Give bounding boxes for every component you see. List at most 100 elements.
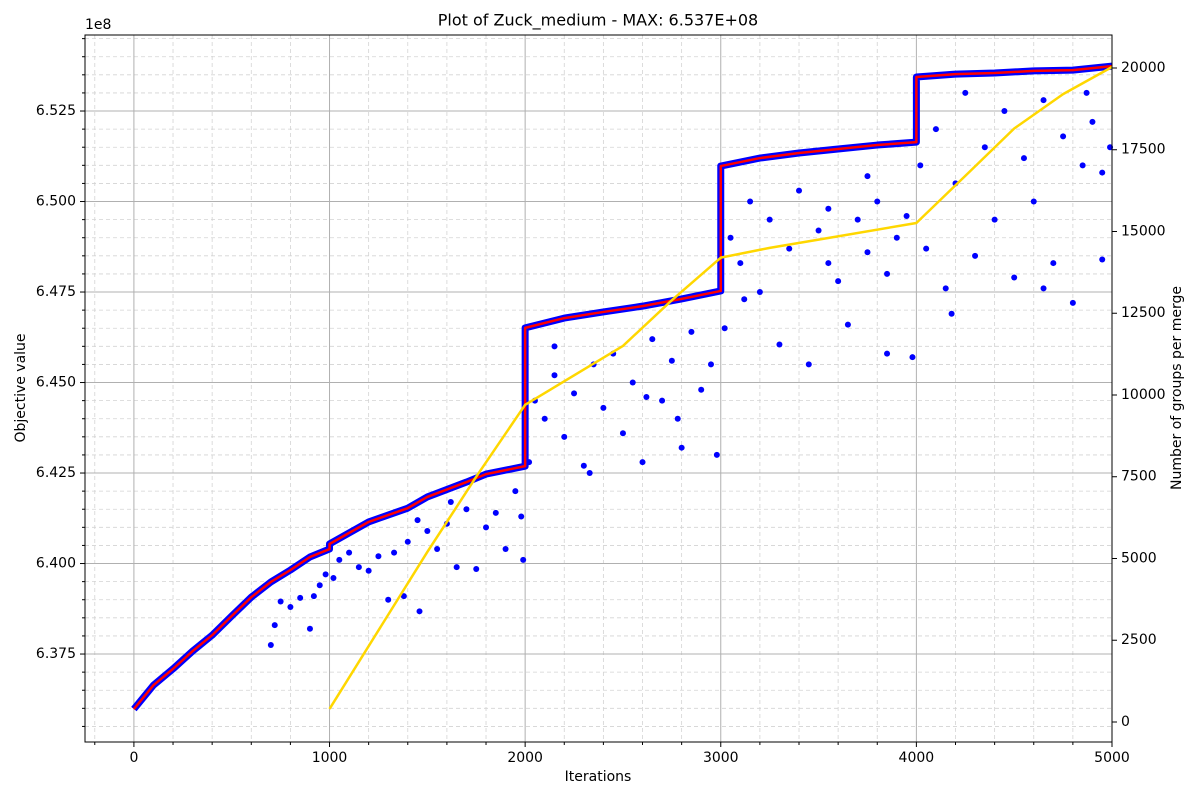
scatter-point [1060, 133, 1067, 140]
scatter-point [541, 415, 548, 422]
scatter-point [756, 289, 763, 296]
scatter-point [884, 350, 891, 357]
scatter-point [737, 260, 744, 267]
scatter-point [365, 567, 372, 574]
scatter-point [786, 245, 793, 252]
scatter-point [267, 641, 274, 648]
scatter-point [835, 278, 842, 285]
scatter-point [649, 336, 656, 343]
y-offset-label: 1e8 [85, 17, 111, 33]
scatter-point [874, 198, 881, 205]
scatter-point [414, 517, 421, 524]
y2-tick-label: 5000 [1121, 550, 1157, 566]
scatter-point [825, 205, 832, 212]
scatter-point [741, 296, 748, 303]
scatter-point [1011, 274, 1018, 281]
x-tick-label: 2000 [507, 750, 543, 766]
scatter-point [473, 565, 480, 572]
x-tick-label: 4000 [899, 750, 935, 766]
scatter-point [424, 527, 431, 534]
scatter-point [721, 325, 728, 332]
scatter-point [287, 603, 294, 610]
scatter-point [917, 162, 924, 169]
scatter-point [864, 173, 871, 180]
scatter-point [346, 549, 353, 556]
y-tick-label: 6.475 [36, 284, 76, 300]
y-tick-label: 6.425 [36, 465, 76, 481]
scatter-point [854, 216, 861, 223]
scatter-point [766, 216, 773, 223]
scatter-point [1050, 260, 1057, 267]
scatter-point [1030, 198, 1037, 205]
scatter-point [962, 89, 969, 96]
scatter-point [903, 213, 910, 220]
y2-tick-label: 2500 [1121, 632, 1157, 648]
y-axis-label: Objective value [13, 333, 29, 442]
plot-frame [84, 34, 1113, 743]
scatter-point [844, 321, 851, 328]
scatter-point [271, 622, 278, 629]
y-tick-label: 6.525 [36, 103, 76, 119]
x-tick-label: 1000 [312, 750, 348, 766]
x-tick-label: 3000 [703, 750, 739, 766]
scatter-point [322, 571, 329, 578]
scatter-point [434, 546, 441, 553]
scatter-point [884, 270, 891, 277]
scatter-point [391, 549, 398, 556]
scatter-point [1069, 299, 1076, 306]
scatter-point [580, 462, 587, 469]
y2-tick-label: 10000 [1121, 387, 1166, 403]
scatter-point [668, 357, 675, 364]
scatter-point [688, 328, 695, 335]
scatter-point [404, 538, 411, 545]
scatter-point [815, 227, 822, 234]
y2-tick-label: 20000 [1121, 60, 1166, 76]
scatter-point [1040, 97, 1047, 104]
scatter-point [991, 216, 998, 223]
scatter-point [923, 245, 930, 252]
scatter-point [747, 198, 754, 205]
scatter-point [518, 513, 525, 520]
scatter-point [932, 126, 939, 133]
scatter-point [561, 433, 568, 440]
scatter-point [385, 596, 392, 603]
scatter-point [1099, 169, 1106, 176]
y-tick-label: 6.375 [36, 646, 76, 662]
scatter-point [416, 608, 423, 615]
scatter-point [1099, 256, 1106, 263]
scatter-point [643, 394, 650, 401]
scatter-point [330, 575, 337, 582]
scatter-point [336, 556, 343, 563]
y-tick-label: 6.450 [36, 375, 76, 391]
x-tick-label: 0 [129, 750, 138, 766]
y-tick-label: 6.400 [36, 556, 76, 572]
scatter-point [796, 187, 803, 194]
scatter-point [453, 564, 460, 571]
scatter-point [727, 234, 734, 241]
scatter-point [776, 341, 783, 348]
scatter-point [492, 509, 499, 516]
scatter-point [619, 430, 626, 437]
scatter-point [629, 379, 636, 386]
scatter-point [707, 361, 714, 368]
y2-axis-label: Number of groups per merge [1169, 286, 1185, 490]
scatter-point [463, 506, 470, 513]
scatter-point [277, 598, 284, 605]
scatter-point [698, 386, 705, 393]
scatter-point [502, 546, 509, 553]
scatter-point [893, 234, 900, 241]
y2-tick-label: 7500 [1121, 469, 1157, 485]
scatter-point [1020, 155, 1027, 162]
scatter-point [586, 470, 593, 477]
scatter-point [948, 310, 955, 317]
scatter-point [942, 285, 949, 292]
scatter-point [674, 415, 681, 422]
scatter-point [1001, 108, 1008, 115]
line [132, 64, 1113, 710]
line [328, 65, 1113, 710]
scatter-point [1079, 162, 1086, 169]
scatter-point [571, 390, 578, 397]
scatter-point [306, 625, 313, 632]
